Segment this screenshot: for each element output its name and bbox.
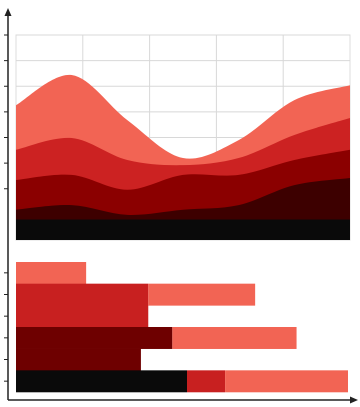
bar	[172, 327, 297, 349]
area	[16, 219, 350, 240]
axis-arrow	[350, 396, 358, 404]
bar	[16, 283, 149, 306]
bar	[187, 370, 226, 393]
bar	[225, 370, 348, 393]
bar	[16, 262, 87, 284]
bar	[16, 348, 141, 371]
bar	[16, 370, 188, 393]
axis-arrow	[4, 8, 12, 16]
bar	[16, 327, 173, 349]
bar	[148, 283, 256, 306]
bar	[16, 305, 149, 328]
